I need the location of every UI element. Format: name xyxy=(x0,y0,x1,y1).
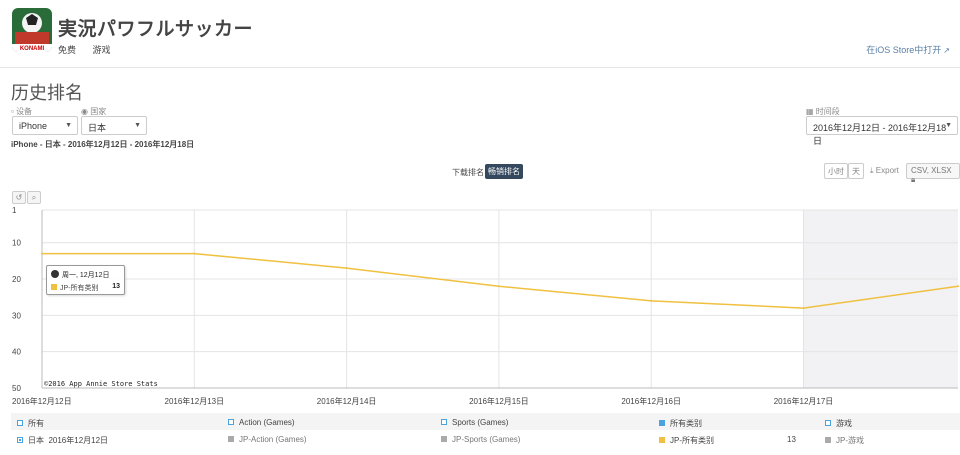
tooltip-value: 13 xyxy=(112,283,120,290)
legend-games[interactable]: 游戏 xyxy=(825,418,852,429)
store-link-label: 在iOS Store中打开 xyxy=(866,45,942,55)
legend-sports-games[interactable]: Sports (Games) xyxy=(441,418,508,427)
date-range-value: 2016年12月12日 - 2016年12月18日 xyxy=(813,123,947,146)
y-tick-label: 30 xyxy=(12,311,21,320)
date-range-select[interactable]: 2016年12月12日 - 2016年12月18日 ▼ xyxy=(806,116,958,146)
legend-series-games[interactable]: JP-游戏 xyxy=(825,435,864,446)
x-tick-label: 2016年12月17日 xyxy=(774,396,834,406)
country-select[interactable]: 日本 ▼ xyxy=(81,116,147,135)
x-tick-label: 2016年12月15日 xyxy=(469,396,529,406)
series-swatch xyxy=(825,437,831,443)
chart-watermark: ©2016 App Annie Store Stats xyxy=(44,380,158,388)
app-icon: KONAMI xyxy=(12,8,52,52)
checkbox-icon xyxy=(441,419,447,425)
date-filter-label: ▦ 时间段 xyxy=(806,107,840,116)
legend-series-all[interactable]: JP-所有类别 xyxy=(659,435,714,446)
legend-series-sports[interactable]: JP-Sports (Games) xyxy=(441,435,520,444)
legend-all[interactable]: 所有 xyxy=(17,418,44,429)
chevron-down-icon: ▼ xyxy=(134,122,141,129)
zoom-button[interactable]: ⌕ xyxy=(27,191,41,204)
svg-text:KONAMI: KONAMI xyxy=(20,46,45,52)
y-tick-label: 40 xyxy=(12,348,21,357)
y-tick-label: 20 xyxy=(12,275,21,284)
country-select-value: 日本 xyxy=(88,123,107,133)
tooltip-date: 周一, 12月12日 xyxy=(51,270,109,280)
section-title: 历史排名 xyxy=(11,83,83,103)
x-tick-label: 2016年12月13日 xyxy=(165,396,225,406)
legend-action-games[interactable]: Action (Games) xyxy=(228,418,295,427)
revenue-rank-tab[interactable]: 畅销排名 xyxy=(485,164,523,179)
download-rank-tab[interactable]: 下载排名 xyxy=(452,168,484,177)
app-meta: 免费 游戏 xyxy=(58,43,125,56)
hour-button[interactable]: 小时 xyxy=(824,163,848,179)
chevron-down-icon: ▼ xyxy=(65,122,72,129)
series-swatch xyxy=(228,436,234,442)
export-format-button[interactable]: CSV, XLSX 🔒︎ xyxy=(906,163,960,184)
chevron-down-icon: ▼ xyxy=(945,122,952,129)
external-link-icon: ↗ xyxy=(943,46,950,55)
checkbox-icon xyxy=(228,419,234,425)
data-point xyxy=(193,252,196,255)
legend-row-date: 2016年12月12日 xyxy=(48,436,109,445)
app-header: KONAMI 実況パワフルサッカー 免费 游戏 在iOS Store中打开 ↗ xyxy=(0,0,960,68)
legend-all-categories[interactable]: 所有类别 xyxy=(659,418,702,429)
data-point xyxy=(650,299,653,302)
series-swatch xyxy=(51,284,57,290)
series-swatch xyxy=(441,436,447,442)
chart-tooltip: 周一, 12月12日 JP-所有类别 13 xyxy=(46,265,125,295)
legend-series-action[interactable]: JP-Action (Games) xyxy=(228,435,307,444)
device-select[interactable]: iPhone ▼ xyxy=(12,116,78,135)
export-label: ⤓ Export xyxy=(870,166,899,175)
checkbox-checked-icon xyxy=(17,437,23,443)
download-icon: ⤓ xyxy=(870,166,874,175)
series-swatch xyxy=(659,437,665,443)
data-point xyxy=(957,285,959,288)
tooltip-row: JP-所有类别 13 xyxy=(51,283,123,293)
app-title: 実況パワフルサッカー xyxy=(58,19,254,40)
device-select-value: iPhone xyxy=(19,121,48,131)
x-tick-label: 2016年12月12日 xyxy=(12,396,72,406)
checkbox-icon xyxy=(17,420,23,426)
undo-icon: ↺ xyxy=(15,193,23,202)
checkbox-checked-icon xyxy=(659,420,665,426)
legend-row-country[interactable]: 日本 2016年12月12日 xyxy=(17,435,108,446)
magnifier-icon: ⌕ xyxy=(31,193,37,202)
checkbox-icon xyxy=(825,420,831,426)
series-legend: 所有 Action (Games) Sports (Games) 所有类别 游戏… xyxy=(11,413,960,453)
y-tick-label: 50 xyxy=(12,384,21,393)
day-button[interactable]: 天 xyxy=(848,163,864,179)
rank-chart: 1 10 20 30 40 50 2016年12月12日 2016年12月13日 2016年1… xyxy=(0,205,960,410)
data-point xyxy=(345,267,348,270)
reset-zoom-button[interactable]: ↺ xyxy=(12,191,26,204)
x-tick-label: 2016年12月16日 xyxy=(621,396,681,406)
legend-series-all-value: 13 xyxy=(787,435,796,444)
legend-header xyxy=(11,413,960,430)
chart-highlight-region xyxy=(803,210,958,388)
category-label: 游戏 xyxy=(92,45,111,55)
rank-chart-svg: 1 10 20 30 40 50 2016年12月12日 2016年12月13日 2016年1… xyxy=(12,206,959,406)
data-point xyxy=(497,285,500,288)
x-tick-label: 2016年12月14日 xyxy=(317,396,377,406)
report-subtitle: iPhone - 日本 - 2016年12月12日 - 2016年12月18日 xyxy=(11,140,195,149)
globe-icon xyxy=(51,270,59,278)
y-tick-label: 10 xyxy=(12,239,21,248)
data-point xyxy=(41,252,43,255)
store-link[interactable]: 在iOS Store中打开 ↗ xyxy=(866,43,950,56)
price-label: 免费 xyxy=(58,45,77,55)
lock-icon: 🔒︎ xyxy=(911,175,916,184)
y-tick-label: 1 xyxy=(12,206,17,215)
country-filter-label: ◉ 国家 xyxy=(81,107,107,116)
device-filter-label: ▫ 设备 xyxy=(11,107,33,116)
data-point xyxy=(802,307,805,310)
